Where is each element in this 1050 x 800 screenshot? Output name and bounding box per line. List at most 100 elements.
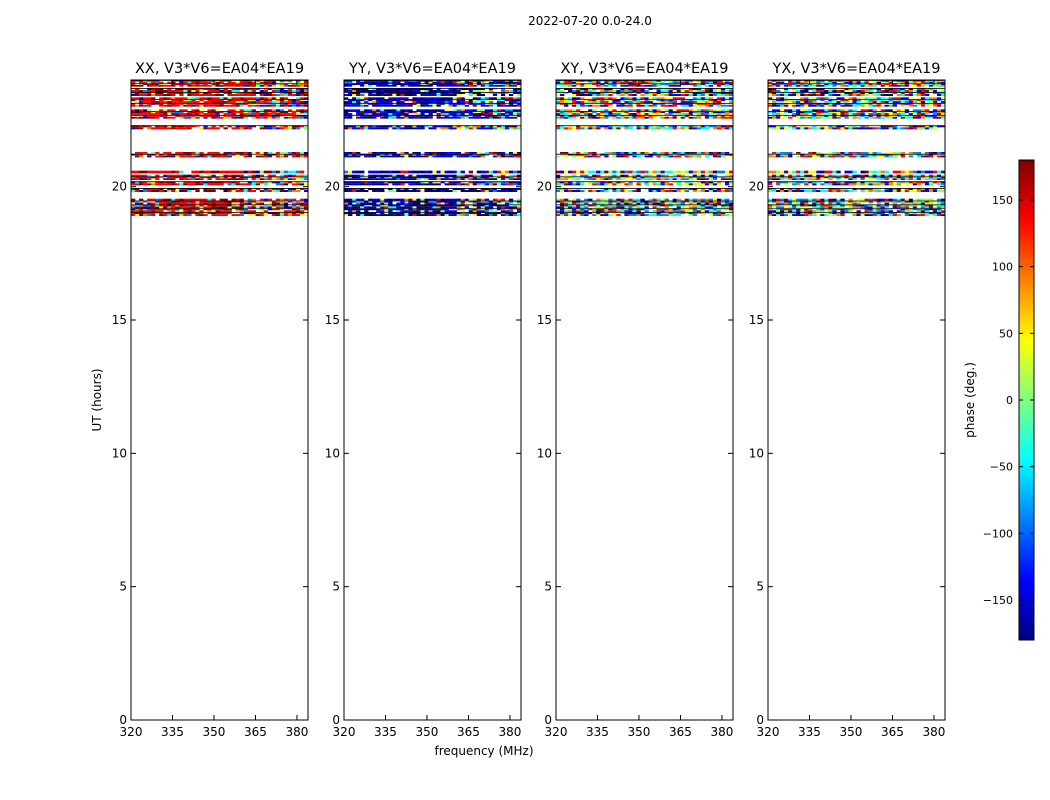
row-separator bbox=[131, 102, 308, 104]
heatmap-cell bbox=[460, 174, 465, 177]
heatmap-cell bbox=[724, 97, 730, 100]
heatmap-cell bbox=[380, 92, 385, 94]
heatmap-cell bbox=[444, 174, 449, 177]
heatmap-cell bbox=[492, 97, 498, 100]
heatmap-cell bbox=[616, 80, 621, 82]
heatmap-cell bbox=[167, 183, 172, 186]
heatmap-cell bbox=[484, 200, 490, 203]
heatmap-cell bbox=[632, 88, 637, 90]
heatmap-cell bbox=[896, 210, 902, 213]
heatmap-cell bbox=[692, 174, 698, 177]
heatmap-cell bbox=[199, 113, 204, 115]
heatmap-cell bbox=[648, 113, 653, 115]
heatmap-cell bbox=[392, 92, 397, 94]
heatmap-cell bbox=[400, 114, 405, 117]
heatmap-cell bbox=[728, 85, 734, 87]
heatmap-cell bbox=[588, 109, 593, 112]
heatmap-cell bbox=[444, 111, 449, 114]
heatmap-cell bbox=[672, 198, 677, 201]
heatmap-cell bbox=[247, 85, 252, 87]
heatmap-cell bbox=[700, 94, 706, 96]
heatmap-cell bbox=[283, 116, 289, 119]
heatmap-cell bbox=[392, 204, 397, 207]
heatmap-cell bbox=[464, 178, 469, 180]
heatmap-cell bbox=[612, 170, 617, 174]
heatmap-cell bbox=[303, 83, 309, 85]
heatmap-cell bbox=[428, 104, 433, 107]
heatmap-cell bbox=[500, 190, 506, 192]
heatmap-cell bbox=[352, 181, 357, 184]
heatmap-cell bbox=[724, 183, 730, 186]
heatmap-cell bbox=[664, 210, 669, 213]
heatmap-cell bbox=[600, 85, 605, 87]
heatmap-cell bbox=[620, 202, 625, 205]
heatmap-cell bbox=[580, 101, 585, 103]
heatmap-cell bbox=[568, 116, 573, 119]
heatmap-cell bbox=[484, 153, 490, 156]
heatmap-cell bbox=[484, 114, 490, 117]
heatmap-cell bbox=[476, 170, 482, 174]
heatmap-cell bbox=[279, 190, 285, 192]
heatmap-cell bbox=[183, 206, 188, 209]
heatmap-cell bbox=[376, 94, 381, 96]
heatmap-cell bbox=[283, 183, 289, 186]
heatmap-cell bbox=[147, 101, 152, 103]
heatmap-cell bbox=[436, 202, 441, 205]
heatmap-cell bbox=[368, 212, 373, 215]
heatmap-cell bbox=[416, 109, 421, 112]
heatmap-cell bbox=[716, 88, 722, 90]
heatmap-cell bbox=[456, 174, 461, 177]
heatmap-cell bbox=[215, 90, 220, 92]
heatmap-cell bbox=[600, 114, 605, 117]
heatmap-cell bbox=[139, 109, 144, 112]
heatmap-cell bbox=[572, 114, 577, 117]
heatmap-cell bbox=[472, 92, 478, 94]
heatmap-cell bbox=[179, 155, 184, 158]
heatmap-cell bbox=[356, 190, 361, 192]
heatmap-cell bbox=[624, 94, 629, 96]
heatmap-cell bbox=[472, 204, 478, 207]
heatmap-cell bbox=[684, 102, 690, 105]
heatmap-cell bbox=[488, 111, 494, 114]
heatmap-cell bbox=[432, 94, 437, 96]
heatmap-cell bbox=[271, 176, 277, 179]
heatmap-cell bbox=[592, 92, 597, 94]
heatmap-cell bbox=[712, 204, 718, 207]
heatmap-cell bbox=[696, 153, 702, 156]
heatmap-cell bbox=[708, 214, 714, 216]
heatmap-cell bbox=[444, 176, 449, 179]
heatmap-cell bbox=[716, 83, 722, 85]
heatmap-cell bbox=[560, 153, 565, 156]
heatmap-cell bbox=[460, 170, 465, 174]
heatmap-cell bbox=[728, 153, 734, 156]
heatmap-cell bbox=[368, 81, 373, 84]
heatmap-cell bbox=[239, 81, 244, 84]
heatmap-cell bbox=[428, 113, 433, 115]
heatmap-cell bbox=[139, 178, 144, 180]
heatmap-cell bbox=[704, 206, 710, 209]
heatmap-cell bbox=[512, 174, 518, 177]
heatmap-cell bbox=[388, 152, 393, 154]
heatmap-cell bbox=[195, 208, 200, 211]
heatmap-cell bbox=[400, 153, 405, 156]
heatmap-cell bbox=[143, 90, 148, 92]
heatmap-cell bbox=[476, 153, 482, 156]
heatmap-cell bbox=[139, 152, 144, 154]
heatmap-cell bbox=[452, 99, 457, 102]
heatmap-cell bbox=[207, 152, 212, 154]
heatmap-cell bbox=[139, 92, 144, 94]
heatmap-cell bbox=[588, 104, 593, 107]
heatmap-cell bbox=[508, 125, 514, 128]
y-tick-label: 0 bbox=[332, 713, 340, 727]
heatmap-cell bbox=[388, 204, 393, 207]
heatmap-cell bbox=[171, 101, 176, 103]
heatmap-cell bbox=[724, 170, 730, 174]
heatmap-cell bbox=[648, 104, 653, 107]
row-separator bbox=[131, 200, 308, 202]
heatmap-cell bbox=[263, 81, 269, 84]
heatmap-cell bbox=[560, 210, 565, 213]
heatmap-cell bbox=[672, 99, 677, 102]
heatmap-cell bbox=[688, 102, 694, 105]
heatmap-cell bbox=[344, 81, 349, 84]
heatmap-cell bbox=[560, 109, 565, 112]
